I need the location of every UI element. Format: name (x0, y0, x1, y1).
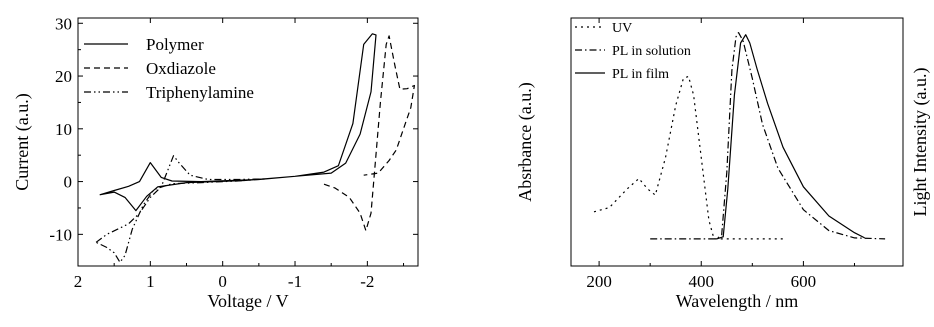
x-tick-label: 2 (74, 272, 83, 291)
plot-frame (570, 17, 904, 267)
series-line-oxdiazole (323, 35, 415, 232)
x-tick-label: 400 (688, 272, 714, 291)
y-axis-label: Absrbance (a.u.) (515, 82, 536, 201)
legend-label: Oxdiazole (146, 59, 216, 78)
y-tick-label: 0 (64, 173, 73, 192)
series-line-pl-in-film (716, 34, 865, 240)
y2-axis-label: Light Intensity (a.u.) (910, 68, 931, 217)
series-line-triphenylamine (95, 155, 267, 263)
x-tick-label: 1 (146, 272, 155, 291)
y-tick-label: 30 (55, 14, 72, 33)
legend-label: PL in film (612, 67, 669, 82)
series-line-polymer (99, 33, 377, 212)
y-axis-label: Current (a.u.) (12, 93, 33, 190)
x-tick-label: 200 (586, 272, 612, 291)
legend-label: Polymer (146, 35, 204, 54)
x-tick-label: -1 (288, 272, 302, 291)
series-line-uv (593, 75, 783, 240)
x-axis-label: Wavelength / nm (676, 291, 799, 311)
legend-label: Triphenylamine (146, 83, 254, 102)
x-tick-label: 600 (791, 272, 817, 291)
y-tick-label: 20 (55, 67, 72, 86)
legend-label: UV (612, 21, 632, 36)
y-tick-label: -10 (49, 225, 72, 244)
plot-frame (77, 17, 419, 267)
x-tick-label: -2 (360, 272, 374, 291)
x-tick-label: 0 (218, 272, 227, 291)
y-tick-label: 10 (55, 120, 72, 139)
legend-label: PL in solution (612, 44, 691, 59)
series-line-pl-in-solution (650, 32, 886, 240)
x-axis-label: Voltage / V (207, 291, 288, 311)
